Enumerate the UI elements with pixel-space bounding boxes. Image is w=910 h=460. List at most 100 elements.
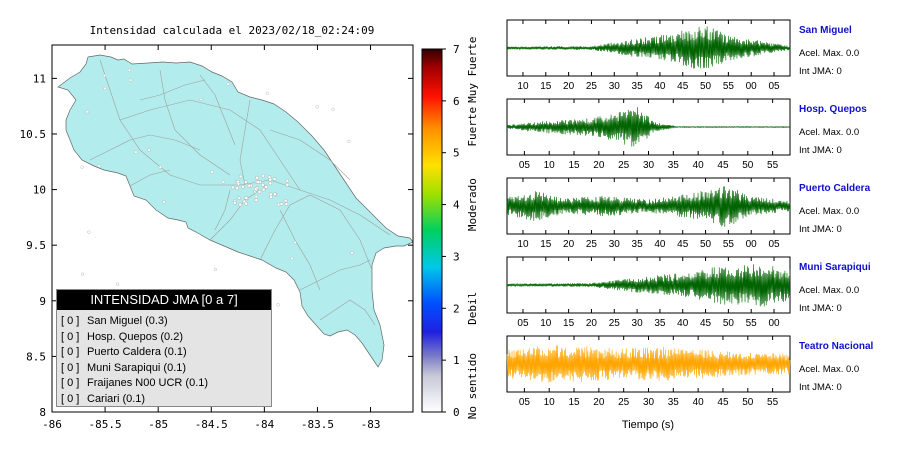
station-dot xyxy=(247,183,252,188)
waveform-tick-label: 35 xyxy=(668,397,680,408)
legend-list: [ 0 ] San Miguel (0.3) [ 0 ] Hosp. Quepos (… xyxy=(57,310,271,407)
station-acel-max: Acel. Max. 0.0 xyxy=(799,127,859,138)
colorbar-tick-label: 1 xyxy=(453,354,460,367)
map-x-tick-label: -84.5 xyxy=(195,418,228,431)
legend-item-name: Puerto Caldera (0.1) xyxy=(87,346,187,358)
station-dot xyxy=(254,198,259,202)
station-name: San Miguel xyxy=(799,25,852,36)
waveform-tick-label: 25 xyxy=(618,160,630,171)
station-name: Puerto Caldera xyxy=(799,183,871,194)
station-dot xyxy=(261,187,266,192)
station-dot xyxy=(80,165,84,169)
colorbar-tick-label: 7 xyxy=(453,43,460,56)
station-dot xyxy=(162,200,166,204)
waveform-tick-label: 40 xyxy=(693,397,705,408)
waveform-tick-label: 45 xyxy=(717,160,729,171)
intensity-legend: INTENSIDAD JMA [0 a 7] [ 0 ] San Miguel (… xyxy=(56,289,272,407)
station-dot xyxy=(283,199,288,203)
station-dot xyxy=(261,173,266,178)
waveform-tick-label: 00 xyxy=(768,318,780,329)
waveform-panel: 05 10 15 20 25 30 35 40 45 50 55 00 Muni Sarapiqui Ac… xyxy=(506,256,871,329)
map-y-tick-label: 8 xyxy=(39,406,46,419)
legend-item: [ 0 ] Puerto Caldera (0.1) xyxy=(61,345,271,361)
waveform-tick-label: 30 xyxy=(609,81,621,92)
colorbar-tick-label: 4 xyxy=(453,199,460,212)
waveform-tick-label: 05 xyxy=(768,239,780,250)
colorbar: 0 1 2 3 4 5 6 7 No sentido Debil Moderado Fuerte Mu… xyxy=(421,37,479,419)
station-dot xyxy=(244,196,249,200)
station-dot xyxy=(80,272,85,276)
waveform-trace xyxy=(506,26,791,69)
station-dot xyxy=(284,202,289,206)
waveform-tick-label: 15 xyxy=(568,160,580,171)
waveform-tick-label: 20 xyxy=(586,318,598,329)
legend-item: [ 0 ] Cariari (0.1) xyxy=(61,392,271,408)
legend-item-level: [ 0 ] xyxy=(61,330,80,343)
waveform-tick-label: 40 xyxy=(677,318,689,329)
waveform-tick-label: 10 xyxy=(544,160,556,171)
waveform-tick-label: 30 xyxy=(643,397,655,408)
map-x-tick-label: -84 xyxy=(254,418,274,431)
station-dot xyxy=(236,182,241,186)
station-dot xyxy=(238,174,243,179)
waveform-trace xyxy=(506,264,791,307)
waveform-tick-label: 10 xyxy=(540,318,552,329)
station-int-jma: Int JMA: 0 xyxy=(799,382,842,393)
station-dot xyxy=(279,202,284,206)
legend-item-level: [ 0 ] xyxy=(61,315,80,327)
station-dot xyxy=(85,110,89,114)
waveform-tick-label: 10 xyxy=(517,239,529,250)
station-dot xyxy=(273,192,277,197)
station-dot xyxy=(241,185,245,189)
waveform-tick-label: 35 xyxy=(632,81,644,92)
station-int-jma: Int JMA: 0 xyxy=(799,66,842,77)
station-dot xyxy=(293,240,297,245)
station-dot xyxy=(232,200,237,205)
colorbar-category-label: Debil xyxy=(466,292,479,325)
station-dot xyxy=(238,202,243,207)
waveform-tick-label: 55 xyxy=(746,318,758,329)
station-dot xyxy=(237,196,242,200)
legend-item-level: [ 0 ] xyxy=(61,346,80,358)
station-dot xyxy=(277,203,281,207)
station-dot xyxy=(213,267,218,272)
station-dot xyxy=(257,190,262,194)
colorbar-category-label: Muy Fuerte xyxy=(466,37,479,103)
waveform-tick-label: 30 xyxy=(609,239,621,250)
station-name: Muni Sarapiqui xyxy=(799,262,871,273)
station-name: Hosp. Quepos xyxy=(799,104,867,115)
colorbar-tick-label: 3 xyxy=(453,250,460,263)
waveform-tick-label: 35 xyxy=(668,160,680,171)
station-dot xyxy=(115,282,120,286)
waveform-tick-label: 40 xyxy=(693,160,705,171)
colorbar-tick-label: 6 xyxy=(453,95,460,108)
waveform-panel: 05 10 15 20 25 30 35 40 45 50 55 Teatro Nacional Ace… xyxy=(506,335,873,408)
station-dot xyxy=(97,164,101,168)
waveform-tick-label: 50 xyxy=(742,397,754,408)
map-x-tick-label: -85 xyxy=(148,418,168,431)
waveform-tick-label: 10 xyxy=(517,81,529,92)
colorbar-category-label: Moderado xyxy=(466,178,479,231)
station-markers xyxy=(80,68,354,340)
waveform-tick-label: 10 xyxy=(544,397,556,408)
station-dot xyxy=(244,180,248,184)
waveform-tick-label: 55 xyxy=(767,397,779,408)
station-name: Teatro Nacional xyxy=(799,341,873,352)
legend-item: [ 0 ] Muni Sarapiqui (0.1) xyxy=(61,361,271,377)
station-dot xyxy=(276,303,280,307)
station-dot xyxy=(272,177,277,181)
waveform-trace xyxy=(506,107,791,147)
colorbar-category-label: Fuerte xyxy=(466,107,479,147)
waveform-tick-label: 45 xyxy=(700,318,712,329)
station-int-jma: Int JMA: 0 xyxy=(799,303,842,314)
waveform-tick-label: 30 xyxy=(632,318,644,329)
station-dot xyxy=(285,178,290,183)
waveform-trace xyxy=(506,345,791,383)
map-x-tick-label: -83 xyxy=(361,418,381,431)
waveform-tick-label: 35 xyxy=(632,239,644,250)
legend-item: [ 0 ] Hosp. Quepos (0.2) xyxy=(61,330,271,346)
roads xyxy=(89,59,391,326)
waveform-tick-label: 25 xyxy=(586,239,598,250)
waveform-tick-label: 50 xyxy=(700,239,712,250)
waveform-trace xyxy=(506,186,791,227)
